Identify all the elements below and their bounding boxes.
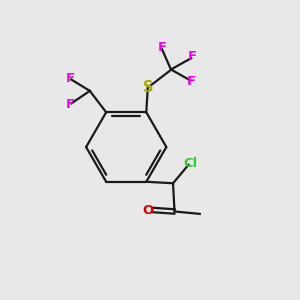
Text: F: F	[65, 98, 74, 111]
Text: F: F	[186, 75, 195, 88]
Text: F: F	[65, 72, 74, 85]
Text: F: F	[158, 41, 166, 54]
Text: O: O	[142, 203, 153, 217]
Text: S: S	[142, 80, 153, 95]
Text: F: F	[188, 50, 197, 63]
Text: Cl: Cl	[184, 157, 198, 170]
